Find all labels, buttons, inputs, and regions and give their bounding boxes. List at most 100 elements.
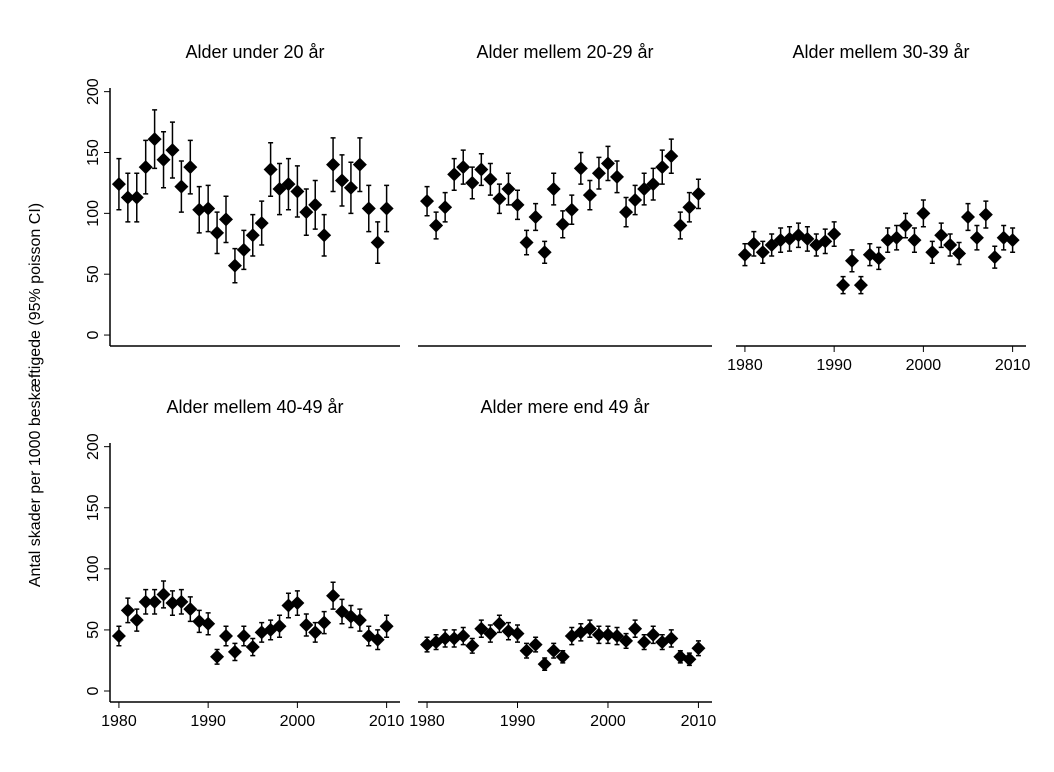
x-tick-label: 1990 <box>816 357 852 374</box>
marker <box>465 175 480 190</box>
marker <box>610 169 625 184</box>
marker <box>591 166 606 181</box>
marker <box>619 205 634 220</box>
marker <box>925 245 940 260</box>
x-tick-label: 2000 <box>906 357 942 374</box>
panel-title: Alder under 20 år <box>185 42 324 62</box>
marker <box>254 216 269 231</box>
marker <box>174 594 189 609</box>
panel-title: Alder mellem 20-29 år <box>476 42 653 62</box>
x-tick-label: 1990 <box>500 713 536 730</box>
marker <box>646 177 661 192</box>
marker <box>299 205 314 220</box>
marker <box>308 625 323 640</box>
marker <box>619 633 634 648</box>
marker <box>174 179 189 194</box>
marker <box>343 180 358 195</box>
marker <box>528 210 543 224</box>
marker <box>943 237 958 252</box>
marker <box>746 236 761 251</box>
marker <box>582 188 597 203</box>
marker <box>379 201 394 216</box>
marker <box>546 643 561 658</box>
marker <box>236 242 251 257</box>
marker <box>111 177 126 192</box>
marker <box>916 206 931 221</box>
marker <box>281 177 296 192</box>
x-tick-label: 2010 <box>369 713 405 730</box>
marker <box>952 246 967 261</box>
marker <box>192 202 207 217</box>
marker <box>510 626 525 641</box>
marker <box>219 629 233 644</box>
marker <box>637 635 652 650</box>
marker <box>737 247 752 262</box>
marker <box>236 629 251 644</box>
marker <box>800 231 815 246</box>
marker <box>379 619 394 634</box>
marker <box>573 161 588 176</box>
marker <box>845 253 859 268</box>
marker <box>299 618 314 633</box>
marker <box>664 149 679 164</box>
marker <box>465 638 480 653</box>
marker <box>290 184 305 199</box>
marker <box>961 210 975 224</box>
marker <box>537 657 552 672</box>
marker <box>600 627 615 642</box>
marker <box>987 250 1002 265</box>
marker <box>227 644 242 659</box>
y-tick-label: 200 <box>85 78 102 105</box>
marker <box>129 190 144 205</box>
marker <box>245 228 260 243</box>
marker <box>370 632 385 647</box>
marker <box>628 621 643 636</box>
marker <box>501 182 516 197</box>
marker <box>827 227 842 242</box>
marker <box>483 626 498 641</box>
marker <box>510 197 525 212</box>
marker <box>492 616 507 631</box>
marker <box>420 194 435 209</box>
marker <box>682 652 697 667</box>
marker <box>691 641 706 656</box>
x-tick-label: 1990 <box>190 713 226 730</box>
marker <box>755 245 770 260</box>
marker <box>474 162 489 177</box>
marker <box>519 235 534 250</box>
marker <box>871 251 886 266</box>
marker <box>219 212 233 227</box>
marker <box>111 629 126 644</box>
marker <box>147 594 162 609</box>
marker <box>564 202 579 217</box>
marker <box>138 160 153 175</box>
y-axis-label: Antal skader per 1000 beskæftigede (95% … <box>27 203 44 587</box>
marker <box>969 230 984 245</box>
x-tick-label: 2000 <box>280 713 316 730</box>
y-tick-label: 100 <box>85 200 102 227</box>
marker <box>528 637 543 652</box>
marker <box>308 197 323 212</box>
marker <box>978 207 993 222</box>
marker <box>853 278 868 293</box>
marker <box>201 201 216 216</box>
x-tick-label: 1980 <box>727 357 763 374</box>
marker <box>655 160 670 175</box>
marker <box>361 201 376 216</box>
marker <box>165 596 180 611</box>
marker <box>664 631 679 646</box>
marker <box>138 594 153 609</box>
panel-title: Alder mere end 49 år <box>480 397 649 417</box>
marker <box>156 152 171 167</box>
y-tick-label: 50 <box>85 621 102 639</box>
marker <box>889 230 904 245</box>
marker <box>555 217 570 232</box>
x-tick-label: 2000 <box>590 713 626 730</box>
marker <box>352 613 367 628</box>
marker <box>773 233 788 248</box>
marker <box>429 218 444 233</box>
marker <box>156 587 171 602</box>
y-tick-label: 150 <box>85 139 102 166</box>
x-tick-label: 1980 <box>409 713 445 730</box>
